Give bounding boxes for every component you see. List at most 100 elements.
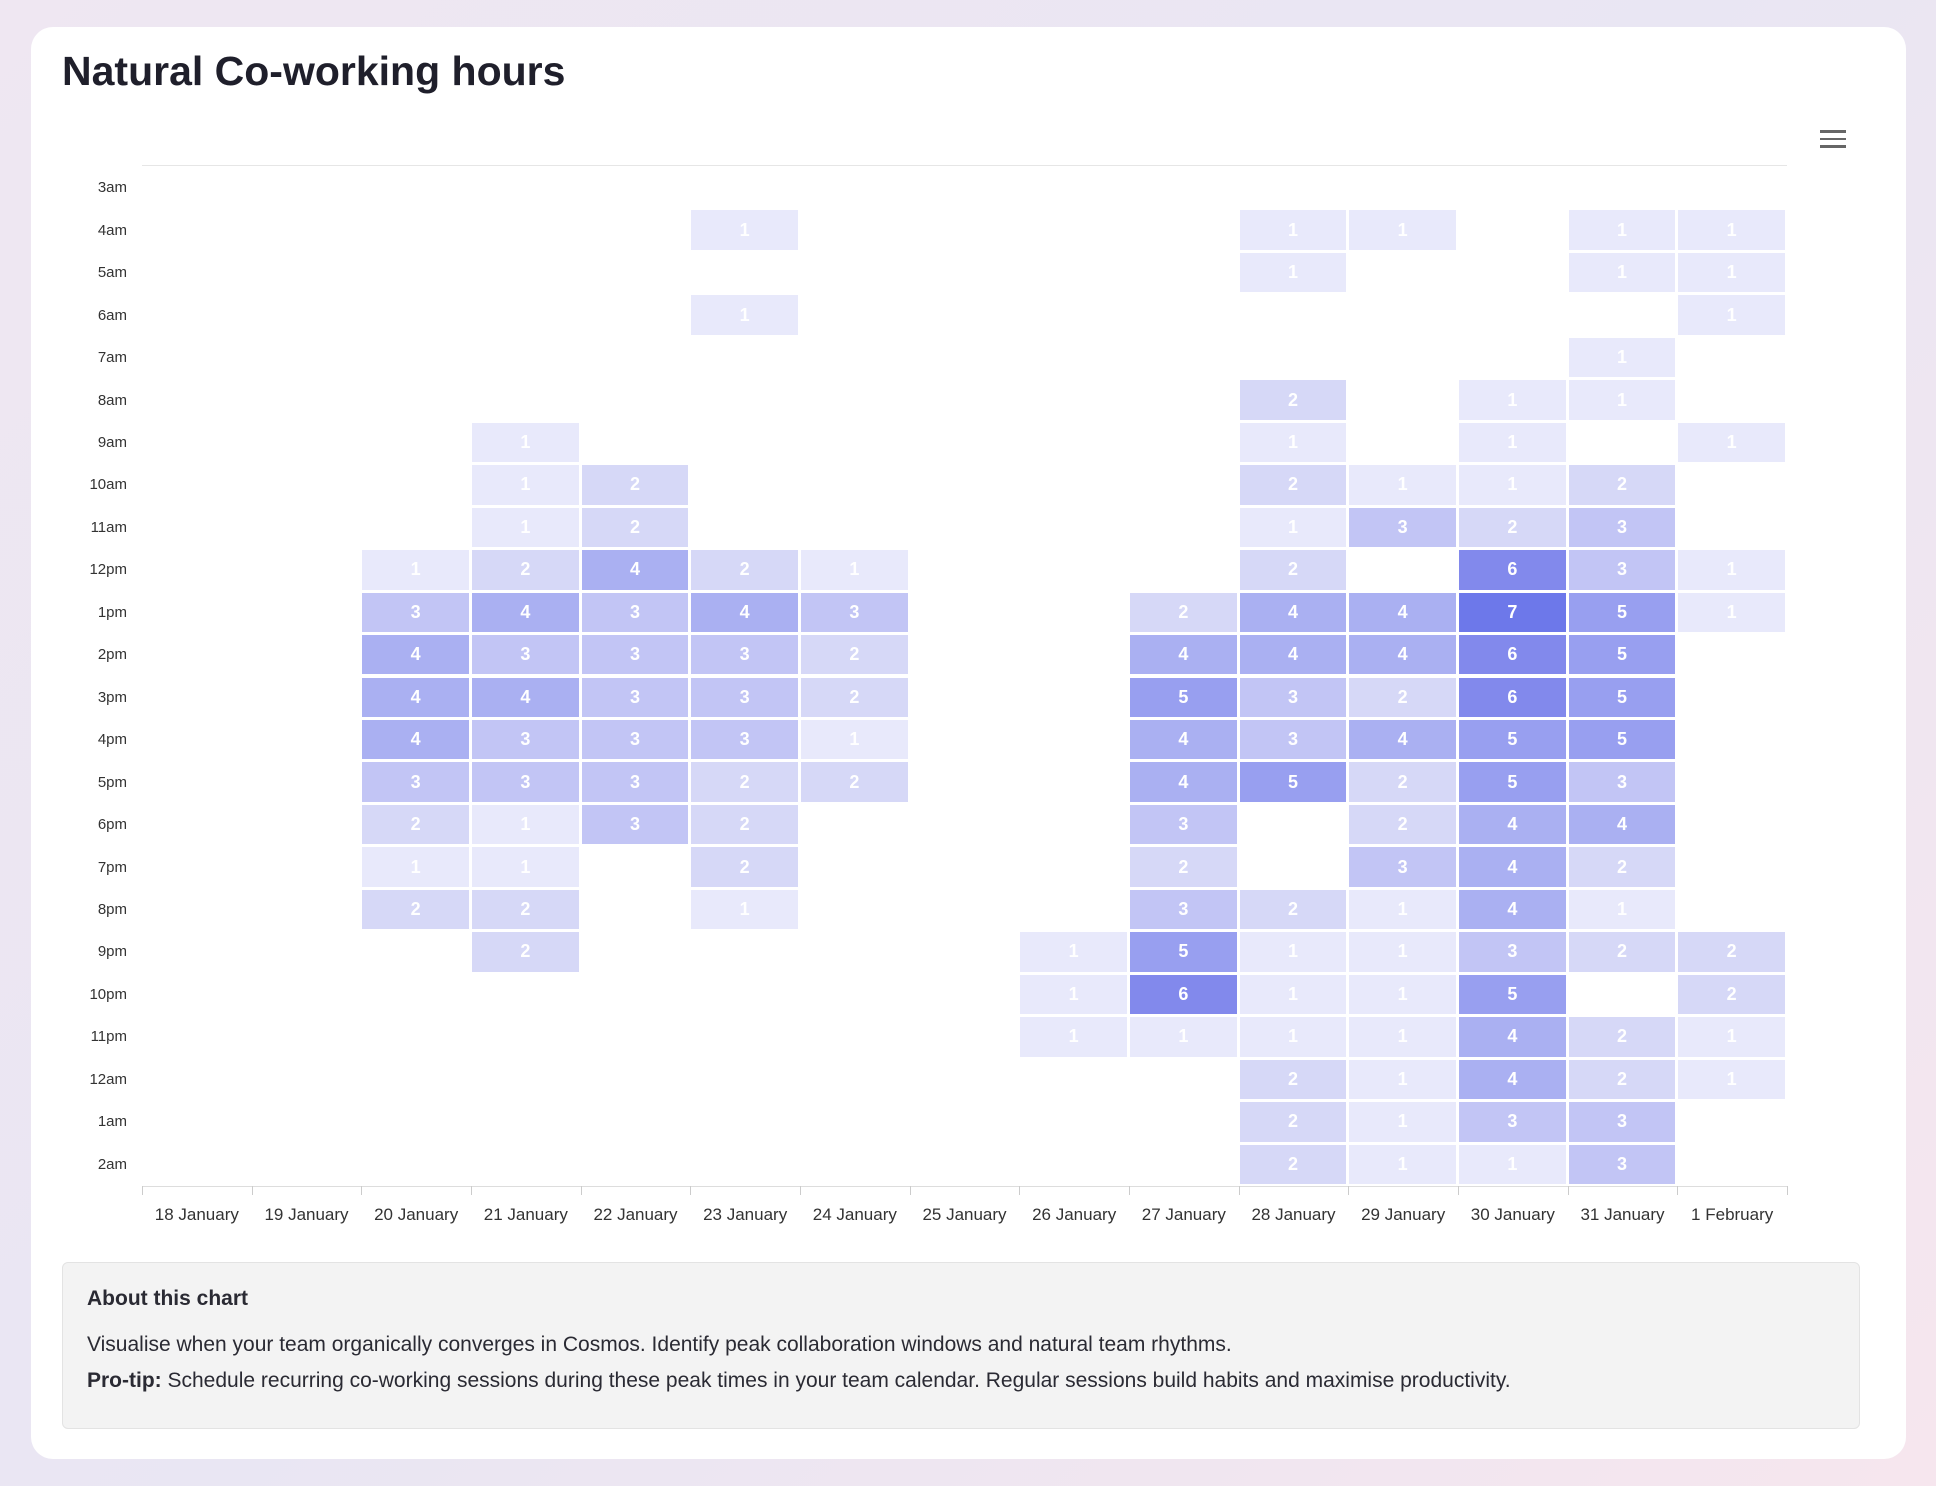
- heatmap-cell[interactable]: 2: [581, 507, 689, 548]
- heatmap-cell[interactable]: 1: [1239, 252, 1347, 293]
- heatmap-cell[interactable]: 1: [1678, 252, 1785, 293]
- heatmap-cell[interactable]: 5: [1130, 932, 1237, 972]
- heatmap-cell[interactable]: 4: [1239, 592, 1347, 633]
- heatmap-cell[interactable]: 3: [472, 635, 579, 675]
- heatmap-cell[interactable]: 1: [1459, 1144, 1566, 1184]
- heatmap-cell[interactable]: 2: [1239, 550, 1347, 590]
- heatmap-cell[interactable]: 3: [1239, 719, 1347, 760]
- heatmap-cell[interactable]: 6: [1459, 550, 1566, 590]
- heatmap-cell[interactable]: 2: [1239, 380, 1347, 420]
- heatmap-cell[interactable]: 1: [691, 889, 798, 930]
- heatmap-cell[interactable]: 2: [691, 550, 798, 590]
- heatmap-cell[interactable]: 3: [362, 762, 469, 802]
- heatmap-cell[interactable]: 3: [1130, 889, 1237, 930]
- heatmap-cell[interactable]: 1: [801, 719, 908, 760]
- heatmap-cell[interactable]: 2: [1568, 1017, 1676, 1057]
- heatmap-cell[interactable]: 2: [362, 889, 469, 930]
- heatmap-cell[interactable]: 3: [581, 635, 689, 675]
- heatmap-cell[interactable]: 2: [801, 677, 908, 717]
- heatmap-cell[interactable]: 4: [362, 635, 469, 675]
- heatmap-cell[interactable]: 1: [691, 295, 798, 335]
- heatmap-cell[interactable]: 1: [1568, 210, 1676, 250]
- heatmap-cell[interactable]: 5: [1239, 762, 1347, 802]
- heatmap-cell[interactable]: 1: [1349, 210, 1456, 250]
- heatmap-cell[interactable]: 7: [1459, 592, 1566, 633]
- heatmap-cell[interactable]: 2: [1568, 847, 1676, 887]
- heatmap-cell[interactable]: 1: [1568, 337, 1676, 378]
- heatmap-cell[interactable]: 2: [1568, 932, 1676, 972]
- heatmap-cell[interactable]: 3: [472, 719, 579, 760]
- heatmap-cell[interactable]: 3: [581, 719, 689, 760]
- heatmap-cell[interactable]: 4: [1349, 635, 1456, 675]
- heatmap-cell[interactable]: 1: [472, 847, 579, 887]
- heatmap-cell[interactable]: 2: [691, 847, 798, 887]
- heatmap-cell[interactable]: 3: [1568, 1144, 1676, 1184]
- heatmap-cell[interactable]: 1: [362, 847, 469, 887]
- heatmap-cell[interactable]: 6: [1459, 635, 1566, 675]
- heatmap-cell[interactable]: 3: [691, 719, 798, 760]
- heatmap-cell[interactable]: 4: [1459, 847, 1566, 887]
- heatmap-cell[interactable]: 5: [1568, 719, 1676, 760]
- heatmap-cell[interactable]: 4: [1459, 1017, 1566, 1057]
- heatmap-cell[interactable]: 3: [1459, 1102, 1566, 1142]
- heatmap-cell[interactable]: 5: [1459, 719, 1566, 760]
- heatmap-cell[interactable]: 2: [1239, 1102, 1347, 1142]
- heatmap-cell[interactable]: 3: [1568, 507, 1676, 548]
- heatmap-cell[interactable]: 2: [472, 932, 579, 972]
- heatmap-cell[interactable]: 3: [1568, 550, 1676, 590]
- heatmap-cell[interactable]: 1: [1678, 1017, 1785, 1057]
- heatmap-cell[interactable]: 2: [1239, 1144, 1347, 1184]
- heatmap-cell[interactable]: 1: [691, 210, 798, 250]
- heatmap-cell[interactable]: 2: [801, 635, 908, 675]
- heatmap-cell[interactable]: 1: [1239, 422, 1347, 463]
- heatmap-cell[interactable]: 4: [1459, 1059, 1566, 1100]
- heatmap-cell[interactable]: 2: [1568, 1059, 1676, 1100]
- heatmap-cell[interactable]: 3: [472, 762, 579, 802]
- heatmap-cell[interactable]: 1: [1349, 1059, 1456, 1100]
- heatmap-cell[interactable]: 1: [1568, 380, 1676, 420]
- heatmap-cell[interactable]: 1: [1568, 889, 1676, 930]
- hamburger-menu-icon[interactable]: [1820, 130, 1846, 150]
- heatmap-cell[interactable]: 5: [1459, 762, 1566, 802]
- heatmap-cell[interactable]: 1: [1020, 974, 1127, 1015]
- heatmap-cell[interactable]: 5: [1568, 592, 1676, 633]
- heatmap-cell[interactable]: 4: [1459, 889, 1566, 930]
- heatmap-cell[interactable]: 2: [691, 762, 798, 802]
- heatmap-cell[interactable]: 3: [801, 592, 908, 633]
- heatmap-cell[interactable]: 1: [1349, 889, 1456, 930]
- heatmap-cell[interactable]: 4: [362, 719, 469, 760]
- heatmap-cell[interactable]: 2: [1239, 889, 1347, 930]
- heatmap-cell[interactable]: 5: [1130, 677, 1237, 717]
- heatmap-cell[interactable]: 1: [1678, 592, 1785, 633]
- heatmap-cell[interactable]: 1: [1020, 1017, 1127, 1057]
- heatmap-cell[interactable]: 4: [472, 592, 579, 633]
- heatmap-cell[interactable]: 1: [1678, 210, 1785, 250]
- heatmap-cell[interactable]: 1: [1239, 974, 1347, 1015]
- heatmap-cell[interactable]: 2: [472, 889, 579, 930]
- heatmap-cell[interactable]: 4: [1459, 804, 1566, 845]
- heatmap-cell[interactable]: 2: [1678, 974, 1785, 1015]
- heatmap-cell[interactable]: 3: [581, 677, 689, 717]
- heatmap-cell[interactable]: 3: [691, 635, 798, 675]
- heatmap-cell[interactable]: 4: [1239, 635, 1347, 675]
- heatmap-cell[interactable]: 1: [1349, 1102, 1456, 1142]
- heatmap-cell[interactable]: 1: [1239, 1017, 1347, 1057]
- heatmap-cell[interactable]: 3: [1568, 1102, 1676, 1142]
- heatmap-cell[interactable]: 5: [1568, 677, 1676, 717]
- heatmap-cell[interactable]: 4: [1349, 592, 1456, 633]
- heatmap-cell[interactable]: 6: [1130, 974, 1237, 1015]
- heatmap-cell[interactable]: 4: [1349, 719, 1456, 760]
- heatmap-cell[interactable]: 1: [1349, 974, 1456, 1015]
- heatmap-cell[interactable]: 3: [1349, 507, 1456, 548]
- heatmap-cell[interactable]: 5: [1459, 974, 1566, 1015]
- heatmap-cell[interactable]: 3: [1239, 677, 1347, 717]
- heatmap-cell[interactable]: 3: [581, 592, 689, 633]
- heatmap-cell[interactable]: 2: [581, 465, 689, 505]
- heatmap-cell[interactable]: 1: [472, 804, 579, 845]
- heatmap-cell[interactable]: 2: [1239, 465, 1347, 505]
- heatmap-cell[interactable]: 1: [472, 422, 579, 463]
- heatmap-cell[interactable]: 2: [1678, 932, 1785, 972]
- heatmap-cell[interactable]: 6: [1459, 677, 1566, 717]
- heatmap-cell[interactable]: 2: [1349, 762, 1456, 802]
- heatmap-cell[interactable]: 2: [362, 804, 469, 845]
